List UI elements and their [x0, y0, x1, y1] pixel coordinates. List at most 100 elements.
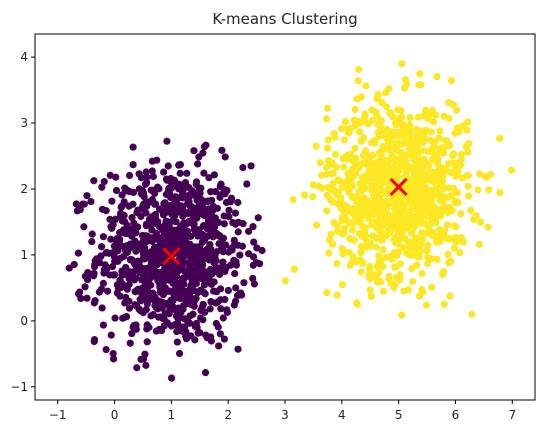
data-point-cluster-0: [209, 202, 217, 211]
data-point-cluster-1: [453, 169, 462, 177]
data-point-cluster-1: [327, 185, 335, 194]
data-point-cluster-0: [129, 200, 137, 208]
data-point-cluster-1: [408, 229, 416, 237]
data-point-cluster-0: [90, 337, 98, 346]
data-point-cluster-0: [87, 197, 95, 206]
data-point-cluster-1: [419, 288, 427, 296]
data-point-cluster-0: [102, 345, 110, 354]
data-point-cluster-1: [465, 139, 473, 148]
data-point-cluster-0: [190, 225, 198, 233]
data-point-cluster-1: [428, 283, 436, 291]
data-point-cluster-1: [395, 167, 403, 175]
data-point-cluster-1: [352, 154, 360, 162]
data-point-cluster-1: [374, 90, 382, 99]
data-point-cluster-0: [215, 342, 223, 350]
data-point-cluster-0: [143, 291, 151, 300]
data-point-cluster-0: [190, 302, 198, 310]
data-point-cluster-1: [372, 243, 380, 251]
data-point-cluster-0: [243, 180, 251, 188]
data-point-cluster-0: [183, 299, 191, 307]
data-point-cluster-1: [333, 259, 341, 268]
data-point-cluster-1: [436, 127, 444, 135]
data-point-cluster-0: [234, 198, 242, 207]
data-point-cluster-1: [371, 136, 379, 145]
data-point-cluster-0: [169, 279, 177, 287]
data-point-cluster-1: [445, 234, 453, 242]
data-point-cluster-1: [440, 184, 448, 192]
data-point-cluster-0: [137, 189, 145, 198]
data-point-cluster-1: [427, 186, 435, 195]
data-point-cluster-0: [240, 279, 248, 287]
data-point-cluster-1: [339, 247, 348, 255]
y-tick-label: 1: [20, 248, 28, 262]
data-point-cluster-1: [398, 311, 406, 319]
data-point-cluster-0: [196, 242, 204, 251]
data-point-cluster-0: [221, 153, 229, 161]
data-point-cluster-1: [381, 132, 389, 140]
x-tick-label: 4: [338, 408, 346, 422]
data-point-cluster-0: [111, 314, 119, 322]
data-point-cluster-1: [364, 120, 373, 128]
data-point-cluster-1: [337, 194, 345, 202]
data-point-cluster-0: [96, 259, 104, 267]
data-point-cluster-1: [401, 219, 409, 227]
data-point-cluster-0: [167, 322, 176, 330]
data-point-cluster-0: [153, 254, 161, 263]
data-point-cluster-1: [467, 206, 475, 214]
data-point-cluster-1: [349, 220, 357, 228]
data-point-cluster-1: [360, 183, 368, 191]
data-point-cluster-0: [184, 191, 192, 200]
data-point-cluster-0: [173, 338, 181, 346]
data-point-cluster-0: [232, 284, 240, 292]
data-point-cluster-0: [192, 279, 200, 288]
data-point-cluster-0: [150, 186, 158, 194]
data-point-cluster-1: [373, 194, 382, 202]
data-point-cluster-1: [411, 201, 419, 209]
data-point-cluster-0: [231, 297, 240, 305]
data-point-cluster-0: [74, 249, 82, 257]
data-point-cluster-1: [433, 73, 441, 81]
data-point-cluster-1: [413, 162, 421, 170]
data-point-cluster-0: [192, 178, 201, 186]
data-point-cluster-1: [401, 235, 409, 243]
data-point-cluster-0: [206, 305, 214, 313]
data-point-cluster-1: [446, 292, 454, 300]
data-point-cluster-1: [323, 288, 331, 297]
data-point-cluster-0: [159, 314, 167, 322]
data-point-cluster-1: [465, 192, 473, 200]
data-point-cluster-1: [361, 224, 369, 232]
data-point-cluster-0: [252, 258, 260, 267]
data-point-cluster-1: [434, 167, 442, 175]
data-point-cluster-0: [156, 283, 164, 291]
data-point-cluster-1: [351, 213, 359, 221]
data-point-cluster-0: [143, 338, 151, 346]
data-point-cluster-1: [443, 141, 451, 149]
data-point-cluster-1: [425, 162, 433, 170]
data-point-cluster-0: [173, 204, 181, 212]
data-point-cluster-1: [405, 129, 413, 137]
data-point-cluster-1: [290, 265, 298, 273]
data-point-cluster-0: [129, 143, 137, 151]
data-point-cluster-1: [398, 60, 406, 68]
data-point-cluster-0: [123, 242, 131, 250]
x-tick-label: 0: [111, 408, 119, 422]
data-point-cluster-1: [358, 173, 366, 181]
data-point-cluster-0: [128, 232, 136, 240]
data-point-cluster-1: [367, 292, 375, 301]
data-point-cluster-0: [166, 190, 174, 198]
x-tick-label: 7: [508, 408, 516, 422]
data-point-cluster-0: [224, 286, 232, 295]
data-point-cluster-0: [158, 298, 167, 306]
data-point-cluster-0: [163, 176, 171, 184]
data-point-cluster-0: [178, 188, 187, 196]
data-point-cluster-0: [188, 219, 196, 227]
data-point-cluster-0: [129, 161, 137, 169]
data-point-cluster-0: [152, 304, 161, 312]
data-point-cluster-1: [323, 207, 331, 215]
data-point-cluster-0: [88, 230, 96, 238]
data-point-cluster-0: [190, 286, 198, 295]
data-point-cluster-1: [418, 269, 426, 278]
data-point-cluster-1: [390, 143, 398, 151]
data-point-cluster-0: [223, 306, 231, 314]
data-point-cluster-0: [98, 304, 106, 312]
